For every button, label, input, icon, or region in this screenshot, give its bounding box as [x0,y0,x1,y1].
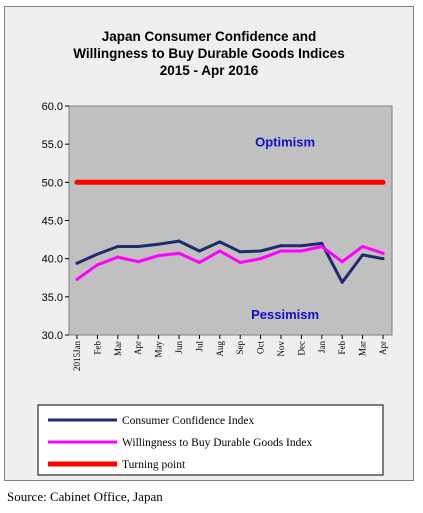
annotation-pessimism: Pessimism [251,307,319,322]
x-tick-label: Feb [92,341,102,355]
data-point-series-0 [116,244,120,248]
x-tick-label: Jul [194,341,204,352]
chart-title-line-2: Willingness to Buy Durable Goods Indices [73,46,345,61]
data-point-series-1 [218,249,222,253]
data-point-series-0 [238,250,242,254]
data-point-series-1 [361,244,365,248]
data-point-series-0 [381,257,385,261]
x-tick-label: May [154,341,164,358]
data-point-series-0 [279,244,283,248]
data-point-series-0 [299,244,303,248]
chart-title-line-1: Japan Consumer Confidence and [101,29,317,44]
x-tick-label: Oct [256,341,266,354]
annotation-optimism: Optimism [255,134,315,149]
data-point-series-1 [157,254,161,258]
data-point-series-0 [157,242,161,246]
x-tick-label: Mar [358,341,368,356]
x-tick-label: Nov [276,341,286,357]
x-tick-label: Feb [337,341,347,355]
data-point-series-1 [75,277,79,281]
data-point-series-0 [340,280,344,284]
y-tick-label: 30.0 [42,330,63,342]
legend-label-2: Turning point [122,459,186,471]
data-point-series-0 [177,239,181,243]
legend-label-0: Consumer Confidence Index [122,415,254,427]
chart-title-line-3: 2015 - Apr 2016 [159,63,259,78]
data-point-series-1 [279,249,283,253]
data-point-series-1 [340,260,344,264]
x-tick-label: Apr [133,341,143,355]
y-tick-label: 60.0 [42,101,63,113]
data-point-series-1 [95,263,99,267]
x-tick-label: Mar [113,341,123,356]
data-point-series-0 [218,240,222,244]
x-tick-label: Jan [317,341,327,353]
series-line-0 [75,239,385,284]
data-point-series-1 [177,251,181,255]
x-tick-label: Jun [174,341,184,354]
x-tick-label: Aug [215,341,225,357]
data-point-series-0 [75,261,79,265]
data-point-series-1 [238,260,242,264]
data-point-series-1 [259,257,263,261]
data-point-series-1 [116,255,120,259]
data-point-series-1 [299,249,303,253]
y-tick-label: 35.0 [42,292,63,304]
data-point-series-0 [95,252,99,256]
data-point-series-0 [320,241,324,245]
y-tick-label: 55.0 [42,139,63,151]
y-tick-label: 40.0 [42,254,63,266]
legend-label-1: Willingness to Buy Durable Goods Index [122,437,312,449]
data-point-series-1 [381,251,385,255]
data-point-series-0 [136,244,140,248]
x-tick-label: Sep [235,341,245,355]
source-note: Source: Cabinet Office, Japan [7,489,163,504]
x-tick-label: Dec [296,341,306,356]
y-tick-label: 50.0 [42,177,63,189]
plot-area [68,105,393,336]
x-tick-label: Apr [378,341,388,355]
data-point-series-1 [136,260,140,264]
x-tick-label: 2015Jan [72,341,82,371]
data-point-series-0 [197,249,201,253]
series-line-1 [75,245,385,281]
y-tick-label: 45.0 [42,216,63,228]
data-point-series-0 [361,253,365,257]
data-point-series-0 [259,249,263,253]
data-point-series-1 [320,244,324,248]
data-point-series-1 [197,260,201,264]
